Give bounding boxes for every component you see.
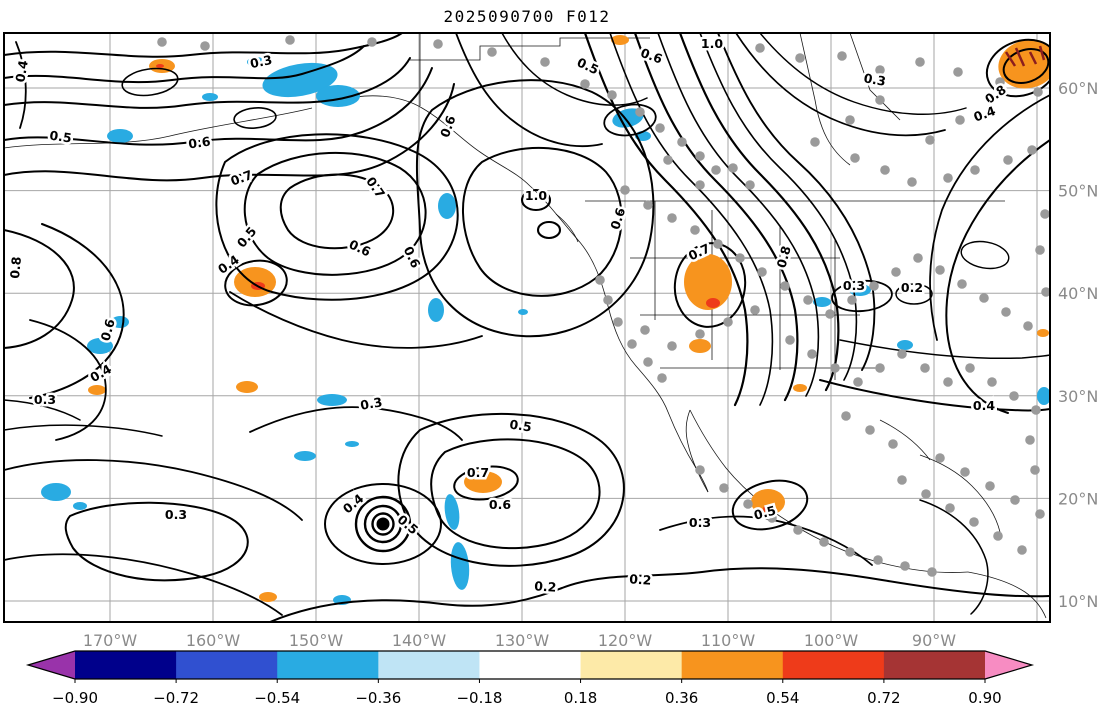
svg-text:110°W: 110°W — [701, 631, 756, 650]
svg-text:0.3: 0.3 — [165, 507, 187, 522]
svg-text:0.6: 0.6 — [347, 236, 374, 259]
svg-text:0.4: 0.4 — [215, 252, 242, 277]
svg-text:0.3: 0.3 — [34, 392, 56, 407]
svg-text:−0.54: −0.54 — [254, 689, 300, 707]
svg-text:170°W: 170°W — [83, 631, 138, 650]
svg-text:130°W: 130°W — [495, 631, 550, 650]
svg-text:0.5: 0.5 — [49, 128, 73, 146]
svg-text:0.6: 0.6 — [401, 244, 424, 271]
svg-text:30°N: 30°N — [1058, 387, 1098, 406]
graticule — [4, 33, 1050, 622]
svg-text:0.2: 0.2 — [534, 578, 557, 595]
svg-text:−0.18: −0.18 — [456, 689, 502, 707]
svg-text:20°N: 20°N — [1058, 489, 1098, 508]
colorbar-under-arrow — [28, 651, 75, 679]
svg-text:0.6: 0.6 — [639, 45, 665, 67]
axis-tick-labels: 170°W 160°W 150°W 140°W 130°W 120°W 110°W 100°W… — [83, 79, 1099, 650]
svg-text:150°W: 150°W — [289, 631, 344, 650]
svg-text:0.7: 0.7 — [363, 174, 388, 201]
svg-text:0.3: 0.3 — [689, 515, 711, 530]
svg-text:0.3: 0.3 — [843, 278, 865, 293]
svg-text:0.4: 0.4 — [971, 103, 997, 125]
storm-symbol — [354, 495, 412, 553]
svg-text:0.4: 0.4 — [973, 398, 995, 413]
svg-text:1.0: 1.0 — [525, 188, 547, 203]
svg-text:0.6: 0.6 — [489, 497, 511, 512]
anomaly-fill-layer — [41, 35, 1050, 605]
svg-text:60°N: 60°N — [1058, 79, 1098, 98]
svg-text:−0.90: −0.90 — [52, 689, 98, 707]
contour-layer — [4, 33, 1050, 622]
svg-text:0.36: 0.36 — [665, 689, 698, 707]
svg-text:50°N: 50°N — [1058, 182, 1098, 201]
svg-text:40°N: 40°N — [1058, 284, 1098, 303]
colorbar: −0.90 −0.72 −0.54 −0.36 −0.18 0.18 0.36 0.54 0.7… — [25, 650, 1035, 707]
svg-text:0.5: 0.5 — [575, 54, 601, 77]
svg-text:1.0: 1.0 — [701, 36, 723, 51]
colorbar-over-arrow — [985, 651, 1032, 679]
svg-text:10°N: 10°N — [1058, 592, 1098, 611]
svg-text:0.90: 0.90 — [968, 689, 1001, 707]
svg-text:0.18: 0.18 — [564, 689, 597, 707]
svg-text:0.6: 0.6 — [98, 317, 118, 343]
map-frame — [3, 32, 1051, 623]
svg-text:120°W: 120°W — [598, 631, 653, 650]
figure-title: 2025090700 F012 — [444, 7, 611, 26]
svg-text:0.4: 0.4 — [12, 59, 31, 84]
svg-text:0.54: 0.54 — [766, 689, 799, 707]
svg-text:0.8: 0.8 — [7, 256, 24, 279]
svg-text:160°W: 160°W — [186, 631, 241, 650]
coastline-border-layer — [4, 33, 1047, 619]
svg-text:0.6: 0.6 — [187, 134, 211, 152]
svg-text:0.5: 0.5 — [509, 417, 533, 435]
svg-text:0.2: 0.2 — [629, 571, 652, 588]
svg-text:0.7: 0.7 — [467, 465, 489, 480]
station-dots — [157, 35, 1050, 577]
svg-text:100°W: 100°W — [804, 631, 859, 650]
svg-text:140°W: 140°W — [392, 631, 447, 650]
svg-text:0.3: 0.3 — [863, 70, 887, 89]
svg-text:0.3: 0.3 — [359, 394, 383, 413]
svg-text:0.2: 0.2 — [901, 280, 923, 295]
svg-text:0.8: 0.8 — [774, 244, 794, 269]
svg-text:−0.36: −0.36 — [355, 689, 401, 707]
svg-text:0.72: 0.72 — [867, 689, 900, 707]
svg-text:−0.72: −0.72 — [153, 689, 199, 707]
svg-text:0.3: 0.3 — [249, 52, 274, 71]
svg-text:0.8: 0.8 — [982, 82, 1009, 107]
svg-text:90°W: 90°W — [912, 631, 956, 650]
plot-layers: 0.4 0.3 0.5 0.6 0.7 0.8 0.6 0.4 0.3 0.5 0.6 1.0 0.3 0… — [3, 32, 1099, 707]
